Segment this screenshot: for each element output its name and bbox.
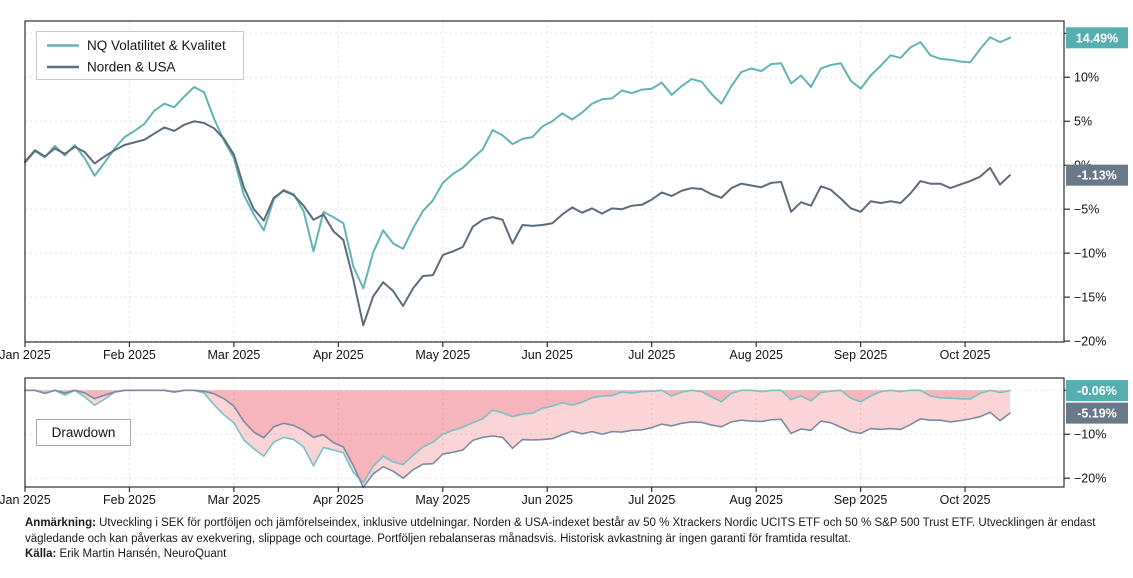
x-tick-label: Feb 2025 bbox=[103, 348, 156, 362]
footnote-note-text: Utveckling i SEK för portföljen och jämf… bbox=[25, 517, 1096, 545]
chart-canvas: Jan 2025 Feb 2025 Mar 2025 Apr 2025 May 2025… bbox=[0, 20, 1128, 507]
footnote-source: Källa: Erik Martin Hansén, NeuroQuant bbox=[25, 547, 1118, 563]
drawdown-area bbox=[25, 390, 1010, 488]
drawdown-label-box: Drawdown bbox=[36, 419, 131, 446]
value-badge bbox=[1066, 380, 1128, 402]
plot-border bbox=[24, 20, 1065, 343]
x-tick-label: Feb 2025 bbox=[103, 493, 156, 507]
x-tick-label: Sep 2025 bbox=[834, 493, 888, 507]
footnote-source-label: Källa: bbox=[25, 548, 57, 560]
y-tick-label: −20% bbox=[1074, 472, 1106, 486]
drawdown-chart: Jan 2025 Feb 2025 Mar 2025 Apr 2025 May 2025… bbox=[0, 377, 1128, 507]
legend-box bbox=[36, 31, 244, 80]
performance-chart: Jan 2025 Feb 2025 Mar 2025 Apr 2025 May 2025… bbox=[0, 20, 1128, 362]
legend-label-nq: NQ Volatilitet & Kvalitet bbox=[87, 38, 226, 53]
drawdown-box bbox=[36, 419, 131, 446]
x-tick-label: Jun 2025 bbox=[522, 348, 573, 362]
footnote-note-label: Anmärkning: bbox=[25, 517, 96, 529]
x-tick-label: Oct 2025 bbox=[940, 348, 991, 362]
x-tick-label: Apr 2025 bbox=[313, 493, 364, 507]
plot-border bbox=[24, 377, 1065, 488]
legend-label-norden-usa: Norden & USA bbox=[87, 60, 176, 75]
footnote-note: Anmärkning: Utveckling i SEK för portföl… bbox=[25, 516, 1118, 547]
y-tick-label: −5% bbox=[1074, 203, 1099, 217]
y-tick-label: 5% bbox=[1074, 115, 1092, 129]
drawdown-area bbox=[25, 390, 1010, 483]
value-badge bbox=[1066, 27, 1128, 49]
x-tick-label: Jan 2025 bbox=[0, 493, 51, 507]
value-badge-label: -0.06% bbox=[1077, 384, 1117, 398]
x-tick-label: Apr 2025 bbox=[313, 348, 364, 362]
drawdown-label: Drawdown bbox=[52, 425, 116, 440]
x-tick-label: Mar 2025 bbox=[207, 493, 260, 507]
x-tick-label: Jun 2025 bbox=[522, 493, 573, 507]
series-line bbox=[24, 36, 1011, 290]
x-tick-label: Sep 2025 bbox=[834, 348, 888, 362]
x-tick-label: Oct 2025 bbox=[940, 493, 991, 507]
y-tick-label: 10% bbox=[1074, 71, 1099, 85]
x-tick-label: May 2025 bbox=[415, 493, 470, 507]
x-tick-label: Jul 2025 bbox=[628, 348, 675, 362]
footnote: Anmärkning: Utveckling i SEK för portföl… bbox=[25, 516, 1118, 563]
x-tick-label: Jul 2025 bbox=[628, 493, 675, 507]
value-badge-label: -5.19% bbox=[1077, 407, 1117, 421]
x-tick-label: Mar 2025 bbox=[207, 348, 260, 362]
value-badge bbox=[1066, 164, 1128, 186]
y-tick-label: −15% bbox=[1074, 290, 1106, 304]
value-badge-label: -1.13% bbox=[1077, 169, 1117, 183]
y-tick-label: −20% bbox=[1074, 334, 1106, 348]
value-badge bbox=[1066, 402, 1128, 424]
series-line bbox=[24, 389, 1011, 489]
x-tick-label: Aug 2025 bbox=[729, 493, 783, 507]
value-badge-label: 14.49% bbox=[1076, 31, 1118, 45]
x-tick-label: Aug 2025 bbox=[729, 348, 783, 362]
y-tick-label: −10% bbox=[1074, 246, 1106, 260]
legend: NQ Volatilitet & Kvalitet Norden & USA bbox=[36, 31, 244, 80]
x-tick-label: Jan 2025 bbox=[0, 348, 51, 362]
y-tick-label: −10% bbox=[1074, 428, 1106, 442]
footnote-source-text: Erik Martin Hansén, NeuroQuant bbox=[59, 548, 227, 560]
series-line bbox=[24, 120, 1011, 327]
x-tick-label: May 2025 bbox=[415, 348, 470, 362]
